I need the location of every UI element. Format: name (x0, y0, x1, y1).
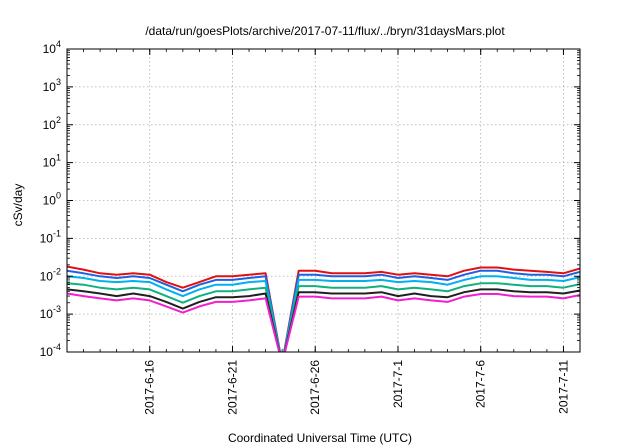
chart-title: /data/run/goesPlots/archive/2017-07-11/f… (145, 24, 505, 38)
y-tick-label: 10-4 (40, 342, 61, 359)
x-tick-label: 2017-7-6 (474, 360, 488, 408)
series-line-2 (67, 269, 580, 352)
series-group (67, 265, 580, 352)
y-tick-label: 103 (43, 77, 61, 94)
y-tick-label: 10-3 (40, 304, 61, 321)
series-line-6 (67, 292, 580, 352)
series-line-1 (67, 265, 580, 352)
x-axis-ticks: 2017-6-16 2017-6-21 2017-6-26 2017-7-1 2017-… (66, 49, 581, 415)
series-line-3 (67, 275, 580, 352)
x-axis-label: Coordinated Universal Time (UTC) (228, 431, 412, 445)
y-tick-label: 100 (43, 191, 61, 208)
x-tick-label: 2017-6-21 (225, 360, 239, 415)
y-axis-label: cSv/day (11, 184, 25, 227)
series-line-5 (67, 288, 580, 352)
grid (67, 49, 580, 352)
y-tick-label: 10-1 (40, 228, 61, 245)
series-line-4 (67, 282, 580, 352)
x-tick-label: 2017-6-26 (308, 360, 322, 415)
y-tick-label: 101 (43, 153, 61, 170)
x-tick-label: 2017-7-1 (391, 360, 405, 408)
x-tick-label: 2017-6-16 (143, 360, 157, 415)
y-tick-label: 10-2 (40, 266, 61, 283)
y-axis-ticks: 10-4 10-3 10-2 10-1 100 101 102 103 104 (40, 39, 580, 359)
y-tick-label: 102 (43, 115, 61, 132)
x-tick-label: 2017-7-11 (556, 360, 570, 414)
y-tick-label: 104 (43, 39, 61, 56)
